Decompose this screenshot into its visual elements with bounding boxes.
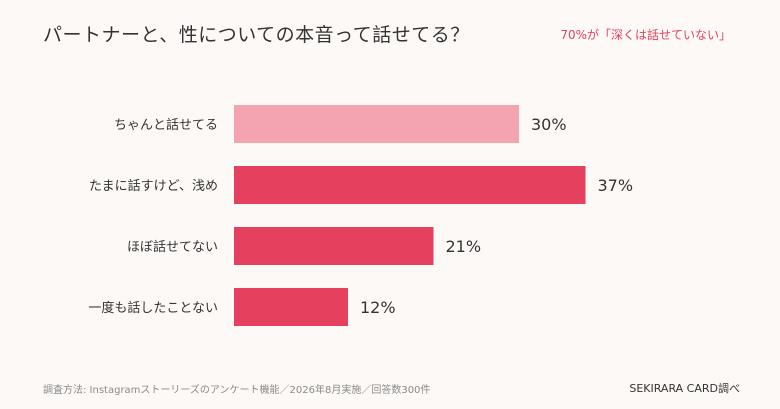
value-label: 30% [531,115,567,134]
highlight-callout: 70%が「深くは話せていない」 [560,28,731,42]
category-label: 一度も話したことない [88,300,218,316]
value-label: 12% [360,298,396,317]
value-label: 37% [598,176,634,195]
category-label: ほぼ話せてない [127,239,218,255]
bar [234,227,434,265]
survey-method-note: 調査方法: Instagramストーリーズのアンケート機能／2026年8月実施／… [43,385,431,396]
bar [234,105,519,143]
bar [234,166,586,204]
category-label: ちゃんと話せてる [114,117,218,133]
value-label: 21% [446,237,482,256]
chart-title: パートナーと、性についての本音って話せてる？ [43,24,470,46]
bar [234,288,348,326]
source-credit: SEKIRARA CARD調べ [629,382,740,395]
category-label: たまに話すけど、浅め [89,178,218,194]
